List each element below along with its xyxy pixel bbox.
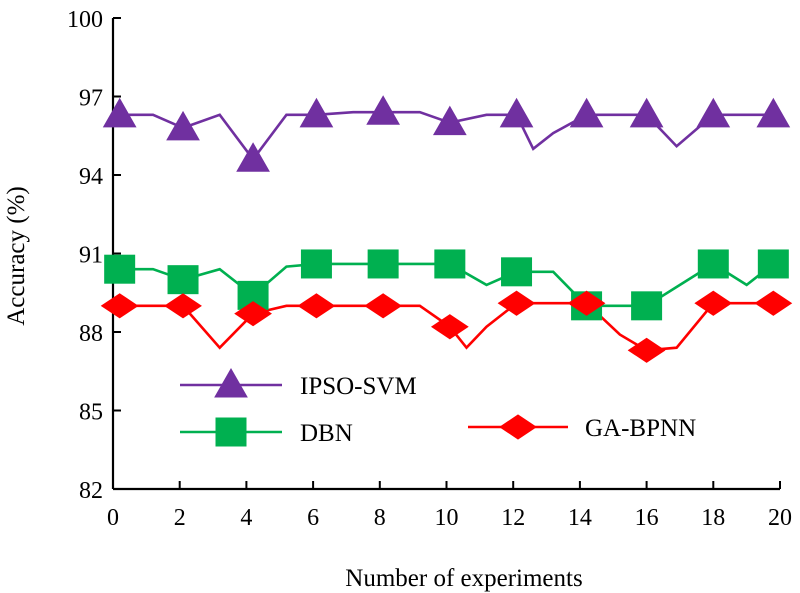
data-point-dbn <box>501 257 533 287</box>
x-tick-label: 14 <box>568 505 592 531</box>
data-point-dbn <box>757 249 789 279</box>
y-axis-title: Accuracy (%) <box>3 186 30 326</box>
data-point-ipso-svm <box>366 95 400 125</box>
x-tick-label: 6 <box>307 505 319 531</box>
legend-entry-ipso-svm: IPSO-SVM <box>180 367 417 400</box>
legend: IPSO-SVM DBN GA-BPNN <box>180 367 696 447</box>
data-point-dbn <box>697 249 729 279</box>
data-point-ga-bpnn <box>694 290 733 316</box>
x-tick-label: 12 <box>501 505 525 531</box>
data-point-dbn <box>434 249 466 279</box>
x-tick-label: 8 <box>374 505 386 531</box>
data-point-ipso-svm <box>696 97 731 128</box>
data-point-ipso-svm <box>299 97 334 128</box>
legend-marker-ga-bpnn <box>499 414 537 440</box>
legend-label-ipso-svm: IPSO-SVM <box>300 373 417 400</box>
data-point-ipso-svm <box>629 97 664 128</box>
data-point-ga-bpnn <box>430 314 469 340</box>
y-tick-label: 88 <box>79 321 103 347</box>
data-point-ga-bpnn <box>567 290 606 316</box>
x-tick-label: 20 <box>768 505 792 531</box>
legend-marker-dbn <box>215 417 247 447</box>
x-axis-ticks: 0 2 4 6 8 10 12 14 16 18 20 <box>107 481 792 531</box>
y-tick-label: 82 <box>79 478 103 504</box>
x-tick-label: 0 <box>107 505 119 531</box>
x-tick-label: 16 <box>635 505 659 531</box>
data-point-ipso-svm <box>236 142 270 172</box>
data-point-dbn <box>167 265 199 295</box>
x-tick-label: 2 <box>174 505 186 531</box>
x-tick-label: 18 <box>701 505 725 531</box>
x-tick-label: 10 <box>435 505 459 531</box>
legend-marker-ipso-svm <box>214 367 248 398</box>
data-point-ipso-svm <box>756 97 791 128</box>
y-tick-label: 85 <box>79 400 103 426</box>
legend-entry-ga-bpnn: GA-BPNN <box>468 414 696 442</box>
data-point-ga-bpnn <box>364 293 403 319</box>
data-point-dbn <box>300 249 332 279</box>
y-tick-label: 97 <box>79 86 103 112</box>
x-axis-title: Number of experiments <box>345 565 582 592</box>
series-line-ipso-svm <box>119 110 774 162</box>
data-point-ipso-svm <box>166 110 200 141</box>
series-lines <box>119 110 775 352</box>
data-point-ipso-svm <box>432 105 467 136</box>
data-point-ipso-svm <box>102 97 137 128</box>
legend-label-ga-bpnn: GA-BPNN <box>585 415 696 442</box>
data-point-ga-bpnn <box>627 337 666 363</box>
data-point-ga-bpnn <box>754 290 793 316</box>
series-markers <box>100 95 793 363</box>
data-point-ga-bpnn <box>297 293 336 319</box>
data-point-ga-bpnn <box>234 301 272 327</box>
legend-entry-dbn: DBN <box>180 417 353 447</box>
data-point-dbn <box>367 249 399 279</box>
data-point-ipso-svm <box>499 97 534 128</box>
data-point-ga-bpnn <box>100 293 139 319</box>
data-point-ga-bpnn <box>164 293 202 319</box>
y-tick-label: 100 <box>67 7 103 33</box>
legend-label-dbn: DBN <box>300 420 353 447</box>
data-point-dbn <box>104 254 136 284</box>
y-axis-ticks: 82 85 88 91 94 97 100 <box>67 7 121 504</box>
data-point-dbn <box>631 291 663 321</box>
y-tick-label: 94 <box>79 164 103 190</box>
y-tick-label: 91 <box>79 243 103 269</box>
data-point-ga-bpnn <box>497 290 536 316</box>
data-point-ipso-svm <box>569 97 604 128</box>
x-tick-label: 4 <box>240 505 252 531</box>
